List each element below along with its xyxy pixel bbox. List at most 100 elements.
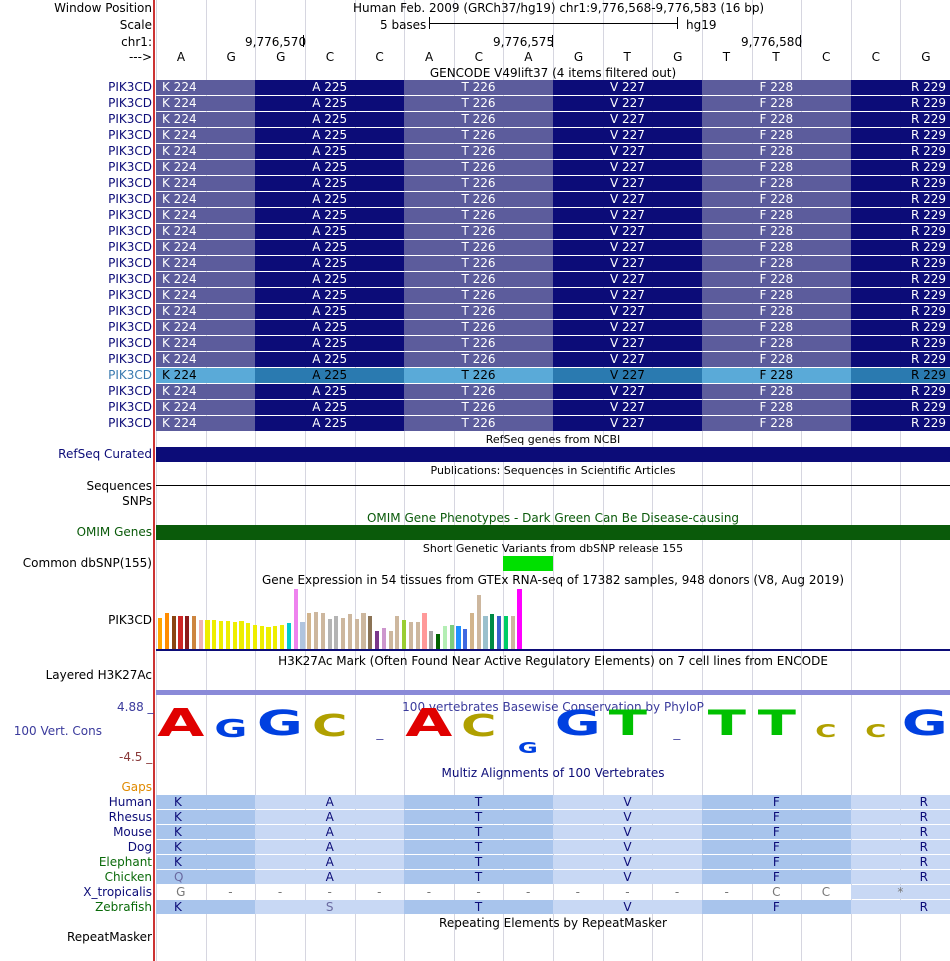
- gencode-row-label[interactable]: PIK3CD: [108, 288, 152, 302]
- phylop-title[interactable]: 100 vertebrates Basewise Conservation by…: [402, 700, 704, 714]
- gtex-tissue-bar[interactable]: [469, 613, 475, 649]
- gencode-transcript-row[interactable]: K 224 A 225 T 226 V 227 F 228 R 229: [156, 208, 950, 223]
- gtex-tissue-bar[interactable]: [259, 626, 264, 649]
- gaps-label[interactable]: Gaps: [121, 780, 152, 794]
- gtex-tissue-bar[interactable]: [313, 611, 319, 649]
- gencode-row-label[interactable]: PIK3CD: [108, 368, 152, 382]
- gencode-row-label[interactable]: PIK3CD: [108, 144, 152, 158]
- gencode-row-label[interactable]: PIK3CD: [108, 336, 152, 350]
- gtex-tissue-bar[interactable]: [327, 619, 332, 649]
- gencode-transcript-row[interactable]: K 224 A 225 T 226 V 227 F 228 R 229: [156, 368, 950, 383]
- species-label[interactable]: Zebrafish: [95, 900, 152, 914]
- gtex-tissue-bar[interactable]: [225, 620, 230, 649]
- gtex-tissue-bar[interactable]: [442, 626, 447, 649]
- gtex-tissue-bar[interactable]: [246, 623, 251, 649]
- gtex-tissue-bar[interactable]: [395, 616, 400, 649]
- h3k27ac-title[interactable]: H3K27Ac Mark (Often Found Near Active Re…: [278, 654, 828, 668]
- gtex-tissue-bar[interactable]: [381, 628, 386, 649]
- gencode-transcript-row[interactable]: K 224 A 225 T 226 V 227 F 228 R 229: [156, 256, 950, 271]
- species-label[interactable]: Chicken: [104, 870, 152, 884]
- gencode-row-label[interactable]: PIK3CD: [108, 416, 152, 430]
- gencode-transcript-row[interactable]: K 224 A 225 T 226 V 227 F 228 R 229: [156, 272, 950, 287]
- gtex-tissue-bar[interactable]: [273, 626, 278, 649]
- gtex-chart[interactable]: [156, 588, 950, 649]
- gencode-row-label[interactable]: PIK3CD: [108, 112, 152, 126]
- snps-label[interactable]: SNPs: [122, 494, 152, 508]
- gtex-tissue-bar[interactable]: [252, 625, 258, 649]
- gtex-tissue-bar[interactable]: [178, 616, 183, 649]
- gencode-row-label[interactable]: PIK3CD: [108, 96, 152, 110]
- gencode-row-label[interactable]: PIK3CD: [108, 272, 152, 286]
- gencode-row-label[interactable]: PIK3CD: [108, 240, 152, 254]
- gtex-tissue-bar[interactable]: [185, 616, 190, 649]
- gencode-row-label[interactable]: PIK3CD: [108, 80, 152, 94]
- sequences-label[interactable]: Sequences: [86, 479, 152, 493]
- omim-feature[interactable]: [156, 525, 950, 540]
- gencode-transcript-row[interactable]: K 224 A 225 T 226 V 227 F 228 R 229: [156, 336, 950, 351]
- gencode-transcript-row[interactable]: K 224 A 225 T 226 V 227 F 228 R 229: [156, 160, 950, 175]
- gtex-tissue-bar[interactable]: [497, 616, 502, 649]
- gtex-tissue-bar[interactable]: [307, 613, 312, 649]
- gtex-tissue-bar[interactable]: [158, 617, 163, 649]
- gencode-transcript-row[interactable]: K 224 A 225 T 226 V 227 F 228 R 229: [156, 400, 950, 415]
- gencode-row-label[interactable]: PIK3CD: [108, 256, 152, 270]
- gtex-label[interactable]: PIK3CD: [108, 613, 152, 627]
- gtex-tissue-bar[interactable]: [503, 616, 508, 649]
- species-label[interactable]: Dog: [127, 840, 152, 854]
- gtex-tissue-bar[interactable]: [219, 620, 224, 649]
- gencode-row-label[interactable]: PIK3CD: [108, 384, 152, 398]
- species-label[interactable]: Elephant: [98, 855, 152, 869]
- gtex-tissue-bar[interactable]: [341, 617, 346, 649]
- gencode-row-label[interactable]: PIK3CD: [108, 192, 152, 206]
- gtex-tissue-bar[interactable]: [280, 625, 285, 649]
- gtex-tissue-bar[interactable]: [435, 634, 441, 649]
- gtex-tissue-bar[interactable]: [212, 620, 217, 649]
- gencode-transcript-row[interactable]: K 224 A 225 T 226 V 227 F 228 R 229: [156, 80, 950, 95]
- gencode-transcript-row[interactable]: K 224 A 225 T 226 V 227 F 228 R 229: [156, 304, 950, 319]
- repeatmasker-label[interactable]: RepeatMasker: [66, 930, 152, 944]
- species-label[interactable]: Human: [108, 795, 152, 809]
- gtex-tissue-bar[interactable]: [422, 613, 427, 649]
- gtex-tissue-bar[interactable]: [286, 623, 291, 649]
- gtex-tissue-bar[interactable]: [232, 622, 237, 649]
- gencode-transcript-row[interactable]: K 224 A 225 T 226 V 227 F 228 R 229: [156, 224, 950, 239]
- gtex-tissue-bar[interactable]: [354, 619, 359, 649]
- gencode-row-label[interactable]: PIK3CD: [108, 176, 152, 190]
- dbsnp-label[interactable]: Common dbSNP(155): [22, 556, 152, 570]
- phylop-label[interactable]: 100 Vert. Cons: [13, 724, 102, 738]
- dbsnp-variant[interactable]: [503, 556, 553, 571]
- gtex-tissue-bar[interactable]: [374, 631, 380, 649]
- gtex-tissue-bar[interactable]: [293, 589, 298, 649]
- gtex-tissue-bar[interactable]: [388, 631, 393, 649]
- gencode-row-label[interactable]: PIK3CD: [108, 352, 152, 366]
- refseq-feature[interactable]: [156, 447, 950, 462]
- gtex-tissue-bar[interactable]: [266, 627, 271, 649]
- gtex-tissue-bar[interactable]: [476, 595, 481, 649]
- gencode-row-label[interactable]: PIK3CD: [108, 224, 152, 238]
- gencode-row-label[interactable]: PIK3CD: [108, 208, 152, 222]
- gtex-tissue-bar[interactable]: [517, 589, 522, 649]
- gtex-tissue-bar[interactable]: [191, 616, 197, 649]
- species-label[interactable]: Rhesus: [108, 810, 152, 824]
- gtex-tissue-bar[interactable]: [239, 621, 244, 649]
- gtex-tissue-bar[interactable]: [408, 622, 414, 649]
- gencode-transcript-row[interactable]: K 224 A 225 T 226 V 227 F 228 R 229: [156, 240, 950, 255]
- gencode-row-label[interactable]: PIK3CD: [108, 304, 152, 318]
- gencode-transcript-row[interactable]: K 224 A 225 T 226 V 227 F 228 R 229: [156, 352, 950, 367]
- gtex-tissue-bar[interactable]: [198, 620, 203, 649]
- gtex-tissue-bar[interactable]: [205, 620, 210, 649]
- gtex-tissue-bar[interactable]: [347, 614, 353, 649]
- gtex-tissue-bar[interactable]: [456, 626, 461, 649]
- publications-title[interactable]: Publications: Sequences in Scientific Ar…: [430, 464, 676, 477]
- dbsnp-title[interactable]: Short Genetic Variants from dbSNP releas…: [422, 542, 684, 555]
- gencode-transcript-row[interactable]: K 224 A 225 T 226 V 227 F 228 R 229: [156, 128, 950, 143]
- gtex-tissue-bar[interactable]: [402, 620, 407, 649]
- gencode-transcript-row[interactable]: K 224 A 225 T 226 V 227 F 228 R 229: [156, 288, 950, 303]
- refseq-title[interactable]: RefSeq genes from NCBI: [485, 433, 621, 446]
- gencode-transcript-row[interactable]: K 224 A 225 T 226 V 227 F 228 R 229: [156, 176, 950, 191]
- gtex-tissue-bar[interactable]: [171, 616, 176, 649]
- gencode-transcript-row[interactable]: K 224 A 225 T 226 V 227 F 228 R 229: [156, 192, 950, 207]
- gtex-tissue-bar[interactable]: [334, 616, 339, 649]
- gtex-tissue-bar[interactable]: [300, 622, 305, 649]
- gtex-tissue-bar[interactable]: [429, 631, 434, 649]
